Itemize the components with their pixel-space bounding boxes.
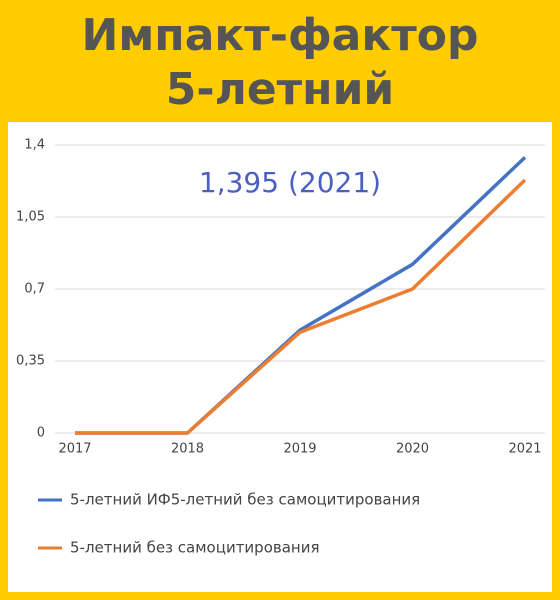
annotation: 1,395 (2021)	[199, 166, 381, 199]
x-tick-label: 2019	[283, 442, 316, 457]
x-tick-label: 2020	[396, 442, 429, 457]
legend-label: 5-летний без самоцитирования	[70, 539, 320, 557]
chart-title: Импакт-фактор	[82, 10, 479, 61]
y-tick-label: 0,7	[24, 282, 45, 297]
y-tick-label: 1,05	[16, 210, 45, 225]
x-tick-label: 2017	[58, 442, 91, 457]
y-tick-label: 1,4	[24, 138, 45, 153]
y-tick-label: 0,35	[16, 354, 45, 369]
y-tick-label: 0	[37, 426, 45, 441]
chart-title: 5-летний	[166, 64, 395, 115]
data-line	[75, 178, 527, 435]
legend-label: 5-летний ИФ5-летний без самоцитирования	[70, 491, 420, 509]
x-tick-label: 2018	[171, 442, 204, 457]
x-tick-label: 2021	[508, 442, 541, 457]
plot-panel	[8, 122, 552, 592]
